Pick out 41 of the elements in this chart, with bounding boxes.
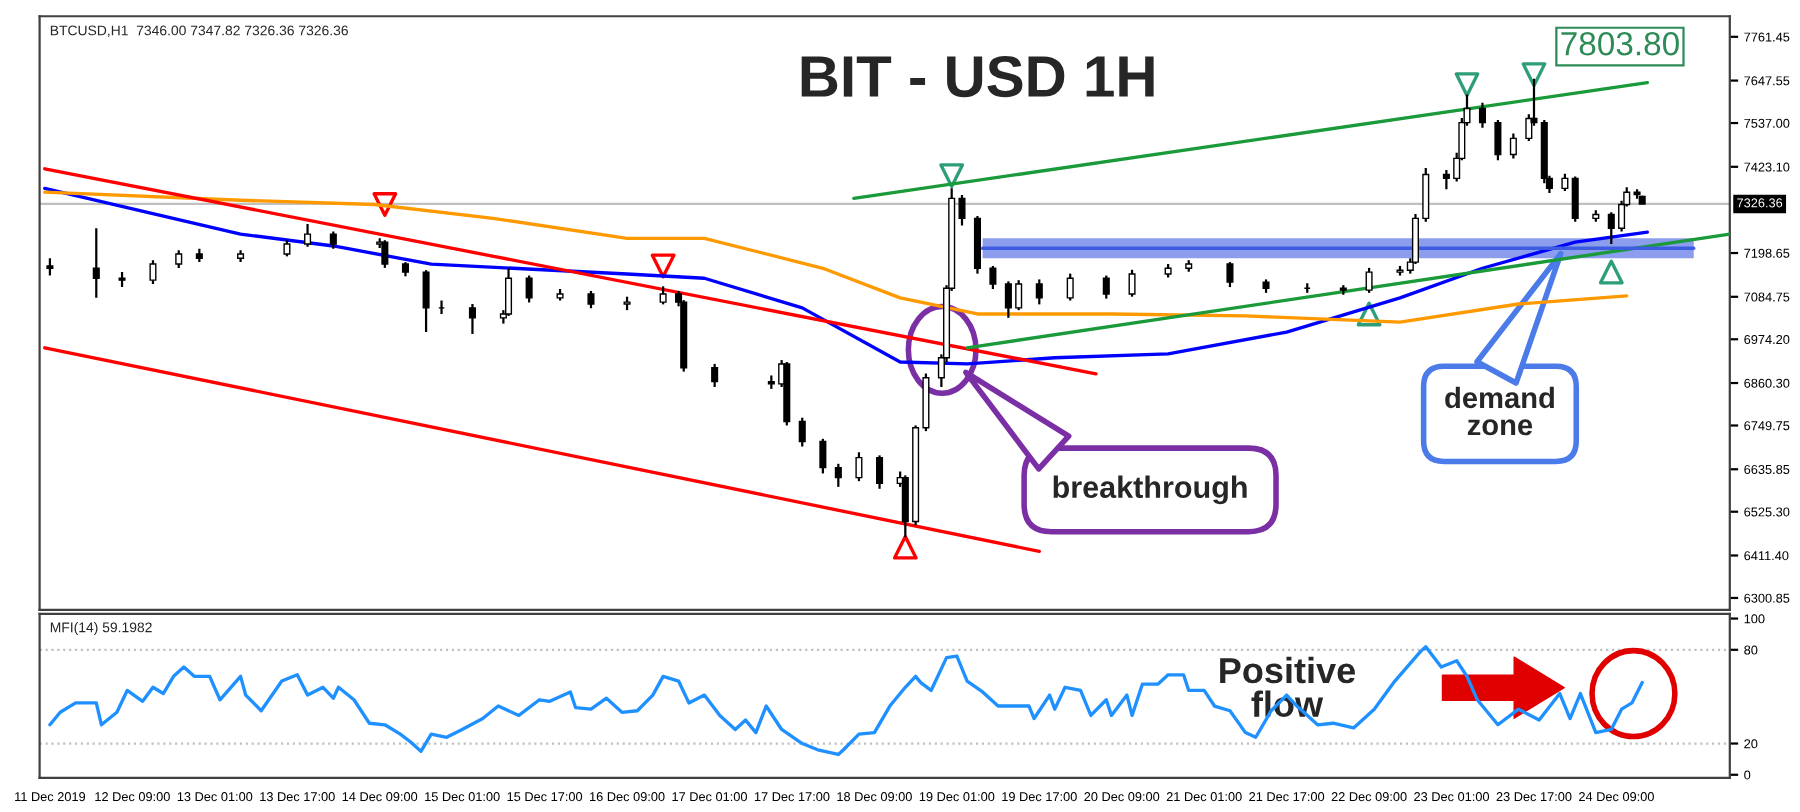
point <box>1356 301 1382 327</box>
line-series <box>48 645 1644 757</box>
candlestick <box>1128 268 1136 298</box>
point <box>372 192 398 217</box>
candlestick <box>92 227 100 299</box>
point <box>939 163 965 189</box>
line-series <box>43 190 1629 324</box>
candlestick <box>1478 101 1486 129</box>
text: BIT - USD 1H <box>801 55 1154 98</box>
candlestick <box>1494 118 1502 162</box>
candlestick <box>855 451 863 483</box>
candlestick <box>659 285 667 306</box>
annotation: breakthrough <box>1053 475 1247 505</box>
candlestick <box>711 362 719 389</box>
candlestick <box>422 269 430 334</box>
candlestick <box>1035 278 1043 306</box>
candlestick <box>525 274 533 304</box>
annotation: demand zone <box>1445 386 1554 436</box>
annotation: 7803.80 <box>1561 31 1679 56</box>
line-series <box>43 186 1650 366</box>
point <box>1521 62 1547 88</box>
candlestick <box>834 462 842 488</box>
candlestick <box>1102 274 1110 300</box>
point <box>1598 259 1624 285</box>
candlestick <box>504 267 513 318</box>
point <box>892 534 918 560</box>
candlestick <box>468 302 476 336</box>
candlestick <box>876 454 884 490</box>
candlestick <box>1226 261 1234 289</box>
candlestick <box>304 222 312 248</box>
candlestick <box>1066 272 1074 302</box>
point <box>1454 72 1480 98</box>
candlestick <box>149 259 157 286</box>
candlestick <box>381 239 389 269</box>
point <box>650 253 676 279</box>
candlestick <box>989 264 997 291</box>
candlestick <box>1571 175 1579 223</box>
candlestick <box>798 416 806 448</box>
candlestick <box>1365 266 1373 294</box>
candlestick <box>819 437 827 475</box>
candlestick <box>1509 132 1517 160</box>
